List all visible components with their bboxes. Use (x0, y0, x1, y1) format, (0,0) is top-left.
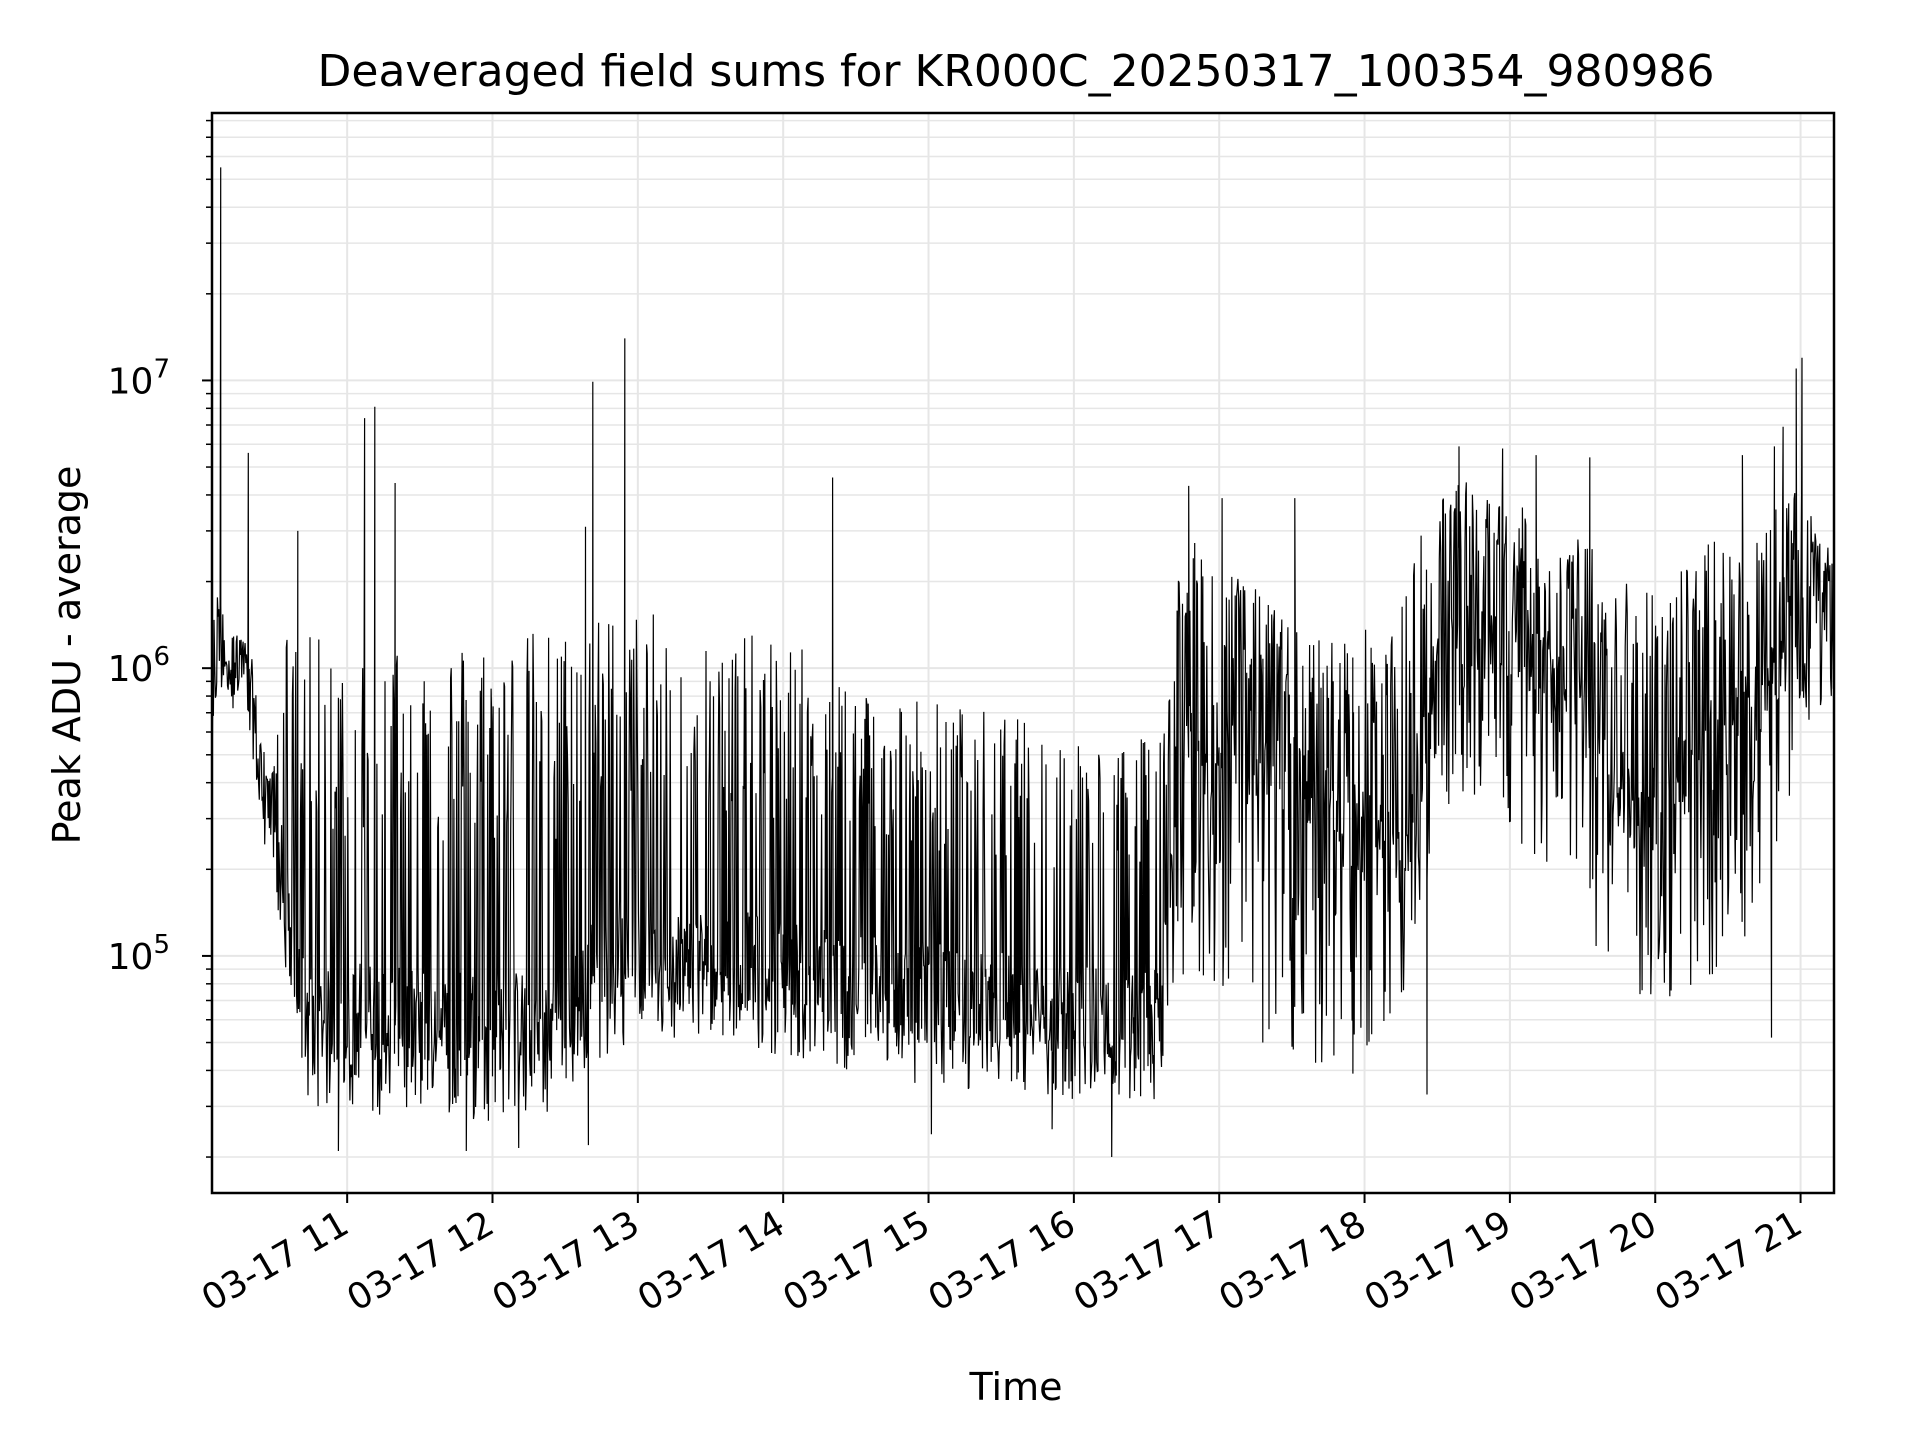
y-axis-ticks: 105 106 107 (108, 354, 212, 978)
y-axis-label: Peak ADU - average (45, 466, 89, 845)
y-tick-label: 106 (108, 642, 170, 690)
y-tick-label: 107 (108, 354, 170, 402)
chart-title: Deaveraged field sums for KR000C_2025031… (318, 46, 1715, 97)
series-line (211, 167, 1835, 1158)
major-gridlines (212, 113, 1834, 1193)
plot-frame (210, 111, 1836, 1195)
y-tick-label: 105 (108, 930, 170, 978)
x-axis-label: Time (969, 1365, 1063, 1409)
series-peak-adu (211, 167, 1835, 1158)
